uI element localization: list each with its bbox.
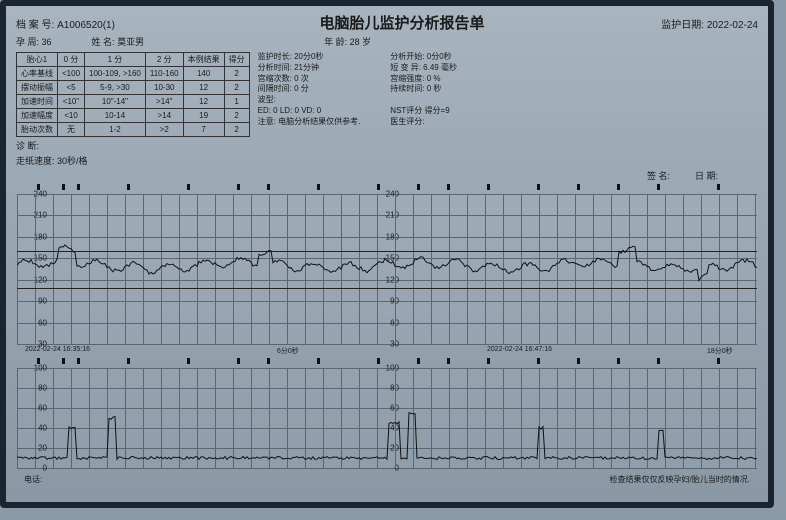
- table-header-cell: 得分: [224, 53, 249, 67]
- age-label: 年 龄:: [324, 37, 347, 47]
- name-label: 姓 名:: [92, 37, 115, 47]
- age-value: 28 岁: [350, 37, 372, 47]
- timestamp: 2022-02-24 16:47:16: [487, 346, 552, 353]
- timestamp: 6分0秒: [277, 346, 299, 356]
- table-row: 胎动次数无1-2>272: [17, 123, 250, 137]
- phone-label: 电话:: [24, 474, 42, 485]
- table-header-cell: 0 分: [58, 53, 85, 67]
- table-header-cell: 本例结果: [183, 53, 224, 67]
- table-row: 摆动振幅<55-9, >3010-30122: [17, 81, 250, 95]
- table-header-cell: 1 分: [85, 53, 146, 67]
- report-title: 电脑胎儿监护分析报告单: [216, 12, 588, 33]
- scoring-table: 胎心10 分1 分2 分本例结果得分 心率基线<100100-109, >160…: [16, 52, 250, 137]
- diagnosis-label: 诊 断:: [16, 141, 39, 151]
- paper-speed: 走纸速度: 30秒/格: [16, 156, 88, 166]
- footer-note: 检查结果仅仅反映孕妇/胎儿当时的情况.: [610, 474, 750, 485]
- name-value: 莫亚男: [117, 37, 144, 47]
- table-header-cell: 胎心1: [17, 53, 58, 67]
- preg-week-label: 孕 周:: [16, 37, 39, 47]
- timestamp: 2022-02-24 16:35:16: [25, 346, 90, 353]
- preg-week: 36: [42, 37, 52, 47]
- toco-chart: 002020404060608080100100: [17, 368, 757, 468]
- table-row: 加速时间<10"10"-14">14"121: [17, 95, 250, 109]
- table-header-cell: 2 分: [145, 53, 183, 67]
- sig-date-label: 日 期:: [695, 171, 718, 181]
- signature-label: 签 名:: [647, 171, 670, 181]
- file-no: A1006520(1): [57, 20, 115, 31]
- table-row: 心率基线<100100-109, >160110-1601402: [17, 67, 250, 81]
- info-column-2: 分析开始: 0分0秒短 变 异: 6.49 毫秒宫缩强度: 0 %持续时间: 0…: [390, 52, 457, 128]
- fhr-chart: 3030606090901201201501501801802102102402…: [17, 194, 757, 344]
- file-no-label: 档 案 号:: [16, 20, 54, 31]
- info-column-1: 监护时长: 20分0秒分析时间: 21分钟宫缩次数: 0 次间隔时间: 0 分波…: [258, 52, 361, 128]
- table-row: 加速幅度<1010-14>14192: [17, 109, 250, 123]
- date-value: 2022-02-24: [707, 20, 758, 31]
- date-label: 监护日期:: [661, 20, 704, 31]
- timestamp: 18分0秒: [707, 346, 733, 356]
